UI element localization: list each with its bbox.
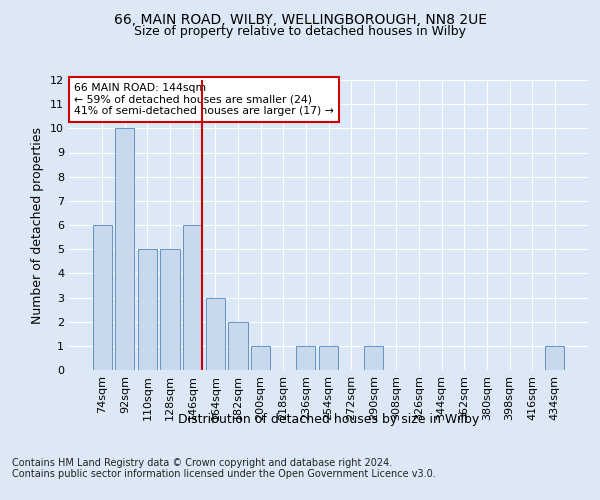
Text: 66, MAIN ROAD, WILBY, WELLINGBOROUGH, NN8 2UE: 66, MAIN ROAD, WILBY, WELLINGBOROUGH, NN… bbox=[113, 12, 487, 26]
Bar bbox=[251, 346, 270, 370]
Bar bbox=[229, 322, 248, 370]
Bar bbox=[92, 225, 112, 370]
Bar bbox=[364, 346, 383, 370]
Text: Size of property relative to detached houses in Wilby: Size of property relative to detached ho… bbox=[134, 25, 466, 38]
Bar bbox=[319, 346, 338, 370]
Bar bbox=[206, 298, 225, 370]
Bar bbox=[138, 249, 157, 370]
Bar bbox=[545, 346, 565, 370]
Bar bbox=[160, 249, 180, 370]
Text: Contains HM Land Registry data © Crown copyright and database right 2024.
Contai: Contains HM Land Registry data © Crown c… bbox=[12, 458, 436, 479]
Bar bbox=[296, 346, 316, 370]
Bar bbox=[115, 128, 134, 370]
Text: Distribution of detached houses by size in Wilby: Distribution of detached houses by size … bbox=[178, 412, 479, 426]
Y-axis label: Number of detached properties: Number of detached properties bbox=[31, 126, 44, 324]
Text: 66 MAIN ROAD: 144sqm
← 59% of detached houses are smaller (24)
41% of semi-detac: 66 MAIN ROAD: 144sqm ← 59% of detached h… bbox=[74, 83, 334, 116]
Bar bbox=[183, 225, 202, 370]
